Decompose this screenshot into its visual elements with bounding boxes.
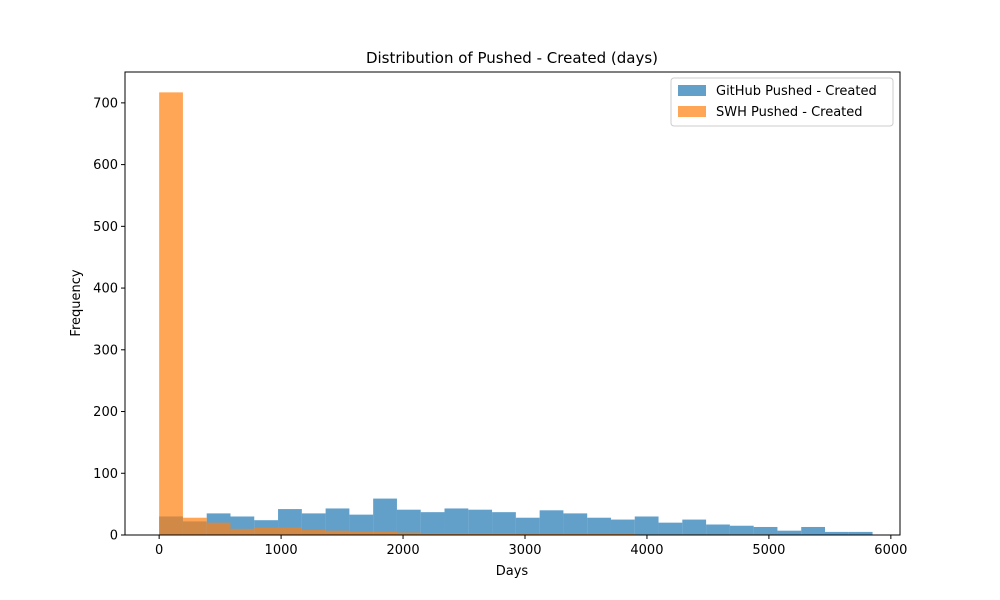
x-tick-label: 0 — [155, 543, 163, 558]
legend-label-github: GitHub Pushed - Created — [716, 84, 877, 99]
legend-swatch-swh — [678, 106, 706, 117]
github-bar — [396, 509, 421, 535]
swh-bar — [159, 92, 183, 535]
x-tick-label: 3000 — [508, 543, 541, 558]
github-bar — [706, 524, 730, 535]
github-bar — [729, 525, 754, 535]
x-tick-label: 2000 — [387, 543, 420, 558]
github-bar — [587, 517, 611, 535]
github-bar — [563, 513, 588, 535]
github-bar — [539, 510, 564, 535]
y-tick-label: 200 — [93, 405, 118, 420]
y-axis-ticks: 0 100 200 300 400 500 600 700 — [93, 96, 125, 544]
swh-bar — [254, 527, 279, 535]
swh-bar — [420, 533, 445, 535]
github-bar — [349, 514, 374, 535]
x-axis-ticks: 0 1000 2000 3000 4000 5000 6000 — [155, 535, 907, 558]
github-bar — [373, 498, 397, 535]
swh-bar — [539, 533, 564, 535]
legend-frame — [670, 77, 894, 127]
github-bar — [682, 519, 707, 535]
github-bar — [825, 531, 849, 535]
swh-bar — [230, 528, 255, 535]
legend: GitHub Pushed - Created SWH Pushed - Cre… — [670, 77, 894, 127]
swh-bar — [278, 527, 302, 535]
y-tick-label: 600 — [93, 158, 118, 173]
github-bar — [301, 513, 326, 535]
chart-title: Distribution of Pushed - Created (days) — [366, 49, 658, 67]
github-bar — [444, 508, 469, 535]
x-tick-label: 5000 — [752, 543, 785, 558]
github-bar — [492, 512, 516, 535]
legend-swatch-github — [678, 85, 706, 96]
github-bar — [753, 526, 778, 535]
swh-bar — [373, 531, 397, 535]
swh-bar — [349, 531, 374, 535]
swh-bar — [563, 533, 588, 535]
github-bar — [610, 519, 635, 535]
swh-bar — [182, 517, 207, 535]
github-bar — [801, 526, 825, 535]
y-tick-label: 700 — [93, 96, 118, 111]
swh-bar — [468, 533, 493, 535]
github-bar — [468, 509, 493, 535]
x-axis-label: Days — [496, 564, 529, 579]
y-axis-label: Frequency — [69, 269, 84, 336]
y-tick-label: 400 — [93, 282, 118, 297]
github-bar — [848, 531, 873, 535]
swh-bar — [325, 530, 350, 535]
swh-bar — [396, 532, 421, 535]
y-tick-label: 100 — [93, 467, 118, 482]
y-tick-label: 0 — [110, 529, 118, 544]
swh-bar — [587, 533, 611, 535]
swh-bar — [444, 533, 469, 535]
swh-bar — [492, 533, 516, 535]
github-bar — [515, 517, 540, 535]
legend-label-swh: SWH Pushed - Created — [716, 105, 863, 120]
github-bar — [658, 522, 683, 535]
x-tick-label: 6000 — [874, 543, 907, 558]
x-tick-label: 4000 — [630, 543, 663, 558]
github-bar — [777, 530, 802, 535]
x-tick-label: 1000 — [265, 543, 298, 558]
github-bar — [325, 508, 350, 535]
bars-group — [159, 92, 873, 535]
swh-bar — [610, 533, 635, 535]
swh-bar — [206, 522, 231, 535]
plot-frame — [124, 71, 901, 536]
swh-bar — [301, 530, 326, 535]
github-bar — [634, 516, 659, 535]
swh-bar — [515, 533, 540, 535]
y-tick-label: 300 — [93, 343, 118, 358]
y-tick-label: 500 — [93, 220, 118, 235]
github-bar — [420, 512, 445, 535]
